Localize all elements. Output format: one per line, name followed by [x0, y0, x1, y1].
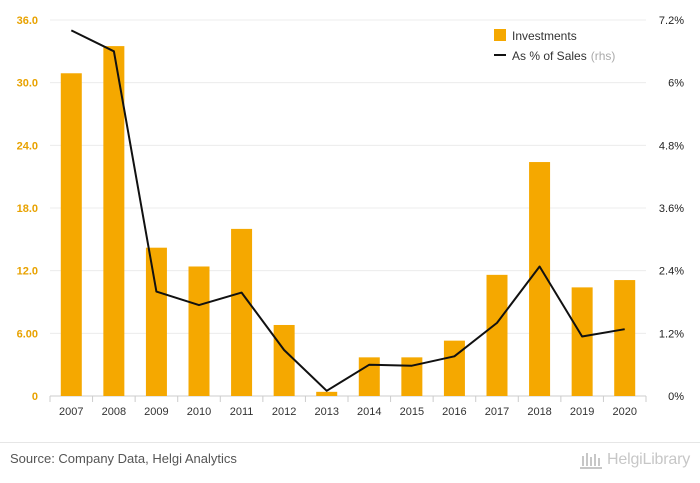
bar	[103, 46, 125, 396]
right-tick-label: 1.2%	[659, 328, 684, 340]
line-path	[70, 29, 625, 392]
bar	[529, 162, 551, 396]
brand-name: HelgiLibrary	[607, 451, 690, 468]
left-tick-label: 24.0	[17, 140, 38, 152]
combo-chart: 0 6.00 12.0 18.0 24.0 30.0 36.0 0% 1.2% 2.4% 3.6%…	[17, 15, 685, 418]
left-tick-label: 0	[32, 391, 38, 403]
bar	[231, 228, 253, 396]
x-tick-label: 2018	[527, 406, 551, 418]
left-axis-ticks: 0 6.00 12.0 18.0 24.0 30.0 36.0	[17, 15, 38, 403]
bar	[614, 280, 636, 396]
x-tick-label: 2017	[485, 406, 509, 418]
x-tick-label: 2016	[442, 406, 466, 418]
x-tick-label: 2011	[230, 406, 254, 418]
x-tick-label: 2020	[612, 406, 636, 418]
x-tick-label: 2013	[314, 406, 338, 418]
right-tick-label: 7.2%	[659, 15, 684, 27]
left-tick-label: 18.0	[17, 203, 38, 215]
left-tick-label: 12.0	[17, 266, 38, 278]
legend-swatch-investments	[494, 29, 506, 41]
right-tick-label: 3.6%	[659, 203, 684, 215]
x-tick-label: 2014	[357, 406, 381, 418]
legend-label-sales-percent: As % of Sales (rhs)	[512, 49, 615, 63]
bar	[316, 391, 338, 396]
left-tick-label: 36.0	[17, 15, 38, 27]
x-tick-label: 2009	[144, 406, 168, 418]
legend-series-suffix: (rhs)	[591, 49, 616, 63]
x-tick-label: 2019	[570, 406, 594, 418]
library-icon	[580, 453, 603, 469]
right-tick-label: 0%	[668, 391, 684, 403]
sales-percent-line	[70, 29, 625, 392]
x-tick-label: 2012	[272, 406, 296, 418]
bar	[145, 247, 167, 396]
legend-label-investments: Investments	[512, 29, 577, 43]
left-tick-label: 6.00	[17, 328, 38, 340]
right-tick-label: 4.8%	[659, 140, 684, 152]
bar	[486, 274, 508, 396]
x-tick-label: 2015	[400, 406, 424, 418]
bar	[358, 357, 380, 396]
right-tick-label: 2.4%	[659, 266, 684, 278]
grid-lines	[49, 19, 647, 402]
bar	[60, 73, 82, 397]
footer-divider	[0, 442, 700, 443]
x-tick-label: 2007	[59, 406, 83, 418]
bar	[401, 357, 423, 396]
bar	[188, 266, 210, 396]
left-tick-label: 30.0	[17, 78, 38, 90]
source-note: Source: Company Data, Helgi Analytics	[10, 451, 237, 466]
x-tick-label: 2008	[102, 406, 126, 418]
legend-series-name: As % of Sales	[512, 49, 587, 63]
right-tick-label: 6%	[668, 78, 684, 90]
x-tick-label: 2010	[187, 406, 211, 418]
investment-bars	[60, 46, 636, 397]
bar	[273, 324, 295, 396]
legend: Investments As % of Sales (rhs)	[494, 29, 615, 63]
x-axis-ticks: 2007 2008 2009 2010 2011 2012 2013 2014 2015 2016…	[59, 406, 637, 418]
brand-logo: HelgiLibrary	[579, 448, 690, 472]
right-axis-ticks: 0% 1.2% 2.4% 3.6% 4.8% 6% 7.2%	[659, 15, 684, 403]
bar	[571, 287, 593, 396]
bar	[443, 340, 465, 396]
